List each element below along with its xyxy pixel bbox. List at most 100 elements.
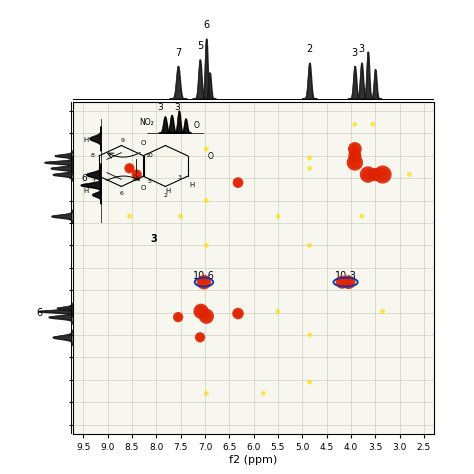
Point [174,313,182,321]
Point [234,179,242,186]
Point [379,171,386,178]
Text: H: H [190,182,195,188]
Point [196,334,204,341]
Point [274,212,282,220]
Point [351,159,359,166]
Point [202,312,210,320]
Point [351,145,359,153]
Point [338,278,346,286]
Point [351,152,359,160]
Point [338,278,346,286]
Text: 5: 5 [147,179,151,183]
Text: 6: 6 [119,191,123,196]
Point [202,390,210,397]
Text: O: O [208,153,214,161]
Text: H: H [83,137,89,143]
Text: 3: 3 [352,47,358,58]
Point [364,171,372,178]
Point [200,278,208,286]
Text: O: O [141,184,146,191]
Point [196,334,204,341]
Text: 7: 7 [175,47,181,58]
Point [196,334,204,341]
Text: 10: 10 [146,153,153,158]
Point [345,278,352,286]
Point [202,145,210,153]
Text: H: H [83,188,89,194]
Point [351,152,359,160]
Point [406,171,413,178]
Point [126,212,133,220]
Text: 10-6: 10-6 [193,271,215,281]
Point [351,159,359,166]
Point [306,242,313,249]
Point [234,310,242,317]
Point [379,171,386,178]
Point [197,308,205,315]
Point [364,171,372,178]
Text: 8: 8 [90,153,94,158]
Point [133,171,141,178]
Text: 6: 6 [203,20,210,30]
Text: 5: 5 [197,41,203,51]
Point [274,308,282,315]
Point [372,171,379,178]
Point [306,331,313,339]
Text: 3: 3 [174,102,180,111]
Point [345,278,352,286]
Point [202,242,210,249]
Point [197,308,205,315]
Point [177,212,184,220]
Text: 3: 3 [151,234,157,244]
Point [200,278,208,286]
Point [372,171,379,178]
Text: 7: 7 [91,179,95,183]
Point [234,310,242,317]
Text: 6: 6 [82,174,87,183]
Point [126,164,133,172]
Point [351,145,359,153]
Point [351,145,359,153]
Text: 2: 2 [307,45,313,55]
Point [234,179,242,186]
Point [369,120,377,128]
Point [174,313,182,321]
Point [133,171,141,178]
Point [351,152,359,160]
Point [351,159,359,166]
Point [379,308,386,315]
Point [126,164,133,172]
Point [338,278,346,286]
Text: 6: 6 [36,308,43,318]
Text: H: H [165,188,171,194]
Point [379,171,386,178]
Point [197,308,205,315]
Point [202,197,210,204]
Point [358,212,365,220]
Point [372,171,379,178]
Point [260,390,267,397]
Point [234,310,242,317]
Point [351,120,359,128]
Text: 3: 3 [178,175,182,180]
Point [202,312,210,320]
Text: NO₂: NO₂ [139,118,155,127]
Point [133,171,141,178]
Text: 3: 3 [157,102,163,111]
Text: 2: 2 [164,193,167,198]
Point [306,164,313,172]
Point [200,278,208,286]
Point [364,171,372,178]
Text: O: O [194,120,200,129]
Text: 3: 3 [359,45,365,55]
X-axis label: f2 (ppm): f2 (ppm) [229,455,278,465]
Point [234,179,242,186]
Point [345,278,352,286]
Point [306,154,313,162]
Text: 10-3: 10-3 [335,271,356,281]
Text: O: O [141,140,146,146]
Point [306,378,313,386]
Point [202,312,210,320]
Text: 9: 9 [121,138,125,143]
Point [174,313,182,321]
